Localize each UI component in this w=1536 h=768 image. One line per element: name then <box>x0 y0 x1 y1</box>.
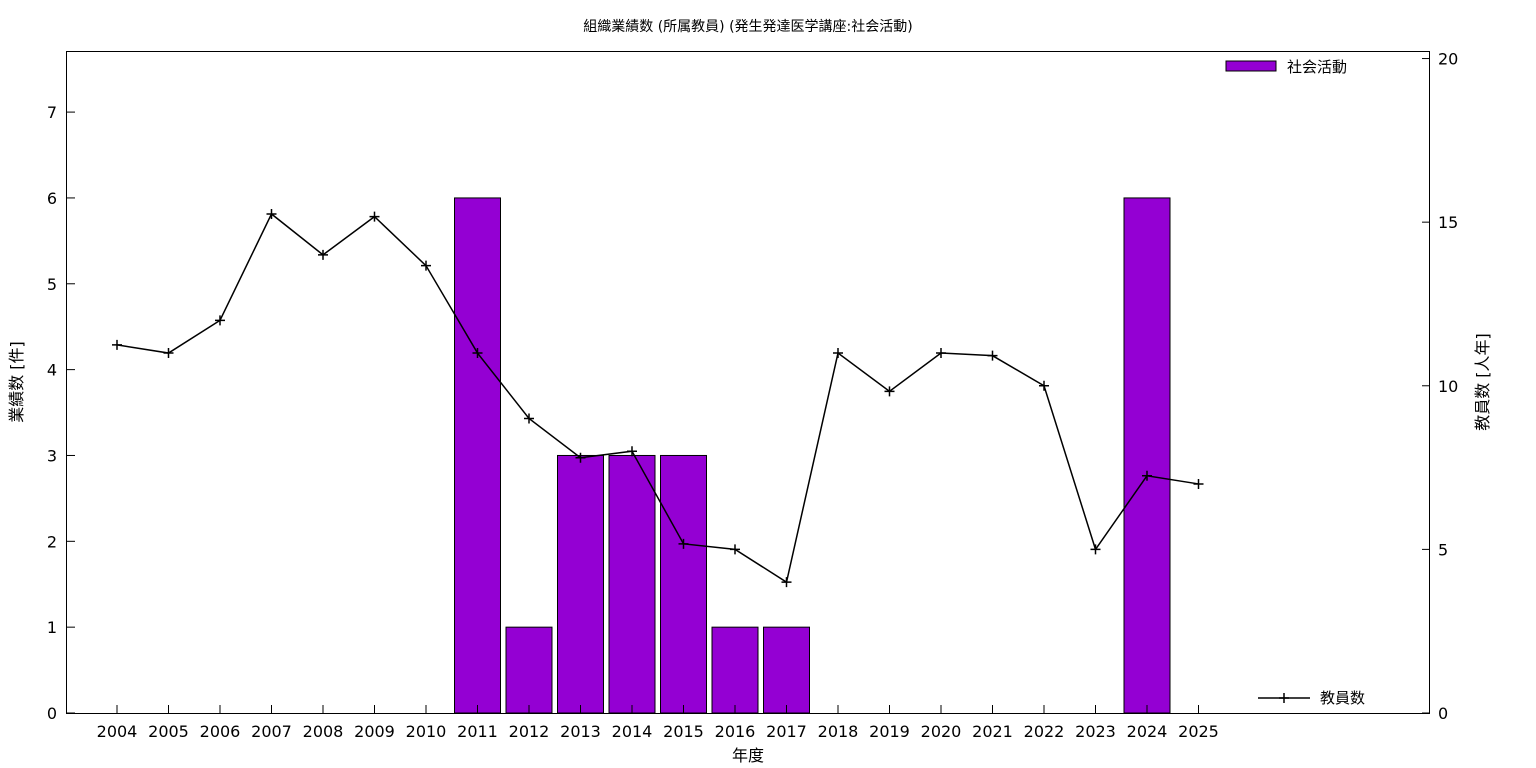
x-tick-label: 2025 <box>1178 722 1219 741</box>
chart-title: 組織業績数 (所属教員) (発生発達医学講座:社会活動) <box>583 19 912 35</box>
x-axis: 2004 2005 2006 2007 2008 2009 2010 2011 2012 2013… <box>97 705 1219 741</box>
point-2025 <box>1193 478 1204 489</box>
x-axis-label: 年度 <box>732 746 764 765</box>
point-2014 <box>627 446 637 457</box>
y2-tick-label: 20 <box>1438 50 1458 69</box>
legend-bars: 社会活動 <box>1225 58 1347 76</box>
point-2009 <box>369 211 380 222</box>
y2-tick-label: 15 <box>1438 213 1458 232</box>
legend-bar-label: 社会活動 <box>1287 58 1347 76</box>
legend-line: 教員数 <box>1258 689 1365 707</box>
x-tick-label: 2023 <box>1075 722 1116 741</box>
x-tick-label: 2018 <box>818 722 859 741</box>
point-2005 <box>163 348 174 359</box>
line-series <box>112 208 1204 588</box>
y-tick-label: 7 <box>47 103 57 122</box>
point-2023 <box>1090 544 1101 555</box>
point-2015 <box>678 538 689 549</box>
bar-series <box>454 197 1171 714</box>
y-axis-right: 0 5 10 15 20 <box>1422 50 1458 723</box>
x-tick-label: 2014 <box>612 722 653 741</box>
x-tick-label: 2013 <box>560 722 601 741</box>
bar-2024 <box>1123 197 1171 714</box>
y-tick-label: 5 <box>47 275 57 294</box>
x-tick-label: 2015 <box>663 722 704 741</box>
x-tick-label: 2010 <box>406 722 447 741</box>
y-tick-label: 0 <box>47 704 57 723</box>
y-tick-label: 6 <box>47 189 57 208</box>
point-2011 <box>472 348 483 359</box>
x-tick-label: 2021 <box>972 722 1013 741</box>
point-2006 <box>215 315 225 326</box>
bar-2012 <box>505 626 553 714</box>
point-2024 <box>1142 470 1152 481</box>
y-tick-label: 3 <box>47 446 57 465</box>
x-tick-label: 2005 <box>148 722 189 741</box>
x-tick-label: 2008 <box>303 722 344 741</box>
bar-2013 <box>557 454 604 714</box>
x-tick-label: 2022 <box>1024 722 1065 741</box>
point-2008 <box>318 249 328 260</box>
legend-line-label: 教員数 <box>1320 689 1365 707</box>
point-2012 <box>524 413 534 424</box>
point-2017 <box>781 577 792 588</box>
y-axis-label: 業績数 [件] <box>7 341 26 423</box>
x-tick-label: 2017 <box>766 722 807 741</box>
y-tick-label: 4 <box>47 361 57 380</box>
plot-frame <box>66 51 1430 714</box>
legend-line-marker <box>1279 693 1289 703</box>
point-2022 <box>1039 380 1049 391</box>
x-tick-label: 2020 <box>921 722 962 741</box>
x-tick-label: 2007 <box>251 722 292 741</box>
y2-tick-label: 0 <box>1438 704 1448 723</box>
y2-tick-label: 5 <box>1438 540 1448 559</box>
y2-tick-label: 10 <box>1438 377 1458 396</box>
x-tick-label: 2009 <box>354 722 395 741</box>
bar-2016 <box>711 626 759 714</box>
bar-2017 <box>763 626 810 714</box>
line-path <box>116 212 1199 584</box>
point-2010 <box>421 260 431 271</box>
x-tick-label: 2011 <box>457 722 498 741</box>
legend-bar-swatch <box>1225 60 1277 72</box>
bar-2014 <box>608 454 656 714</box>
point-2016 <box>730 544 740 555</box>
point-2019 <box>884 386 895 397</box>
x-tick-label: 2004 <box>97 722 138 741</box>
y2-axis-label: 教員数 [人年] <box>1473 333 1492 431</box>
point-2018 <box>833 348 843 359</box>
point-2020 <box>936 348 946 359</box>
x-tick-label: 2024 <box>1127 722 1168 741</box>
point-2013 <box>575 452 586 463</box>
point-2021 <box>987 350 998 361</box>
bar-2015 <box>660 454 707 714</box>
y-tick-label: 2 <box>47 532 57 551</box>
x-tick-label: 2016 <box>715 722 756 741</box>
y-axis-left: 0 1 2 3 4 5 6 7 <box>47 103 75 723</box>
point-2007 <box>266 208 277 219</box>
point-2004 <box>112 339 122 350</box>
y-tick-label: 1 <box>47 618 57 637</box>
x-tick-label: 2019 <box>869 722 910 741</box>
x-tick-label: 2006 <box>200 722 241 741</box>
bar-2011 <box>454 197 501 714</box>
x-tick-label: 2012 <box>509 722 550 741</box>
